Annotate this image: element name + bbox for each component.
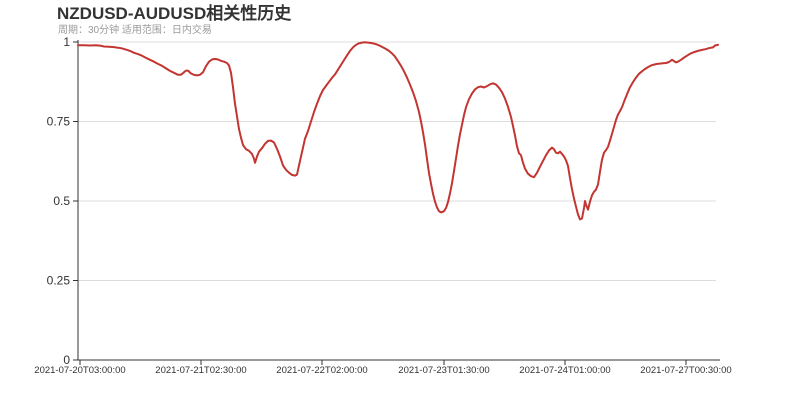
y-axis-label: 0.5 bbox=[53, 194, 70, 208]
x-axis-label: 2021-07-23T01:30:00 bbox=[398, 365, 489, 376]
chart-subtitle: 周期：30分钟 适用范围：日内交易 bbox=[58, 25, 212, 36]
x-axis-label: 2021-07-22T02:00:00 bbox=[276, 365, 367, 376]
x-axis-label: 2021-07-20T03:00:00 bbox=[34, 365, 125, 376]
y-axis-label: 1 bbox=[63, 35, 70, 49]
correlation-series-line bbox=[77, 41, 719, 221]
y-axis-label: 0.25 bbox=[47, 274, 71, 288]
x-axis-label: 2021-07-21T02:30:00 bbox=[155, 365, 246, 376]
chart-title: NZDUSD-AUDUSD相关性历史 bbox=[57, 4, 292, 23]
x-axis-label: 2021-07-27T00:30:00 bbox=[640, 365, 731, 376]
y-axis-label: 0.75 bbox=[47, 115, 71, 129]
y-axis-label: 0 bbox=[63, 353, 70, 367]
x-axis-label: 2021-07-24T01:00:00 bbox=[519, 365, 610, 376]
